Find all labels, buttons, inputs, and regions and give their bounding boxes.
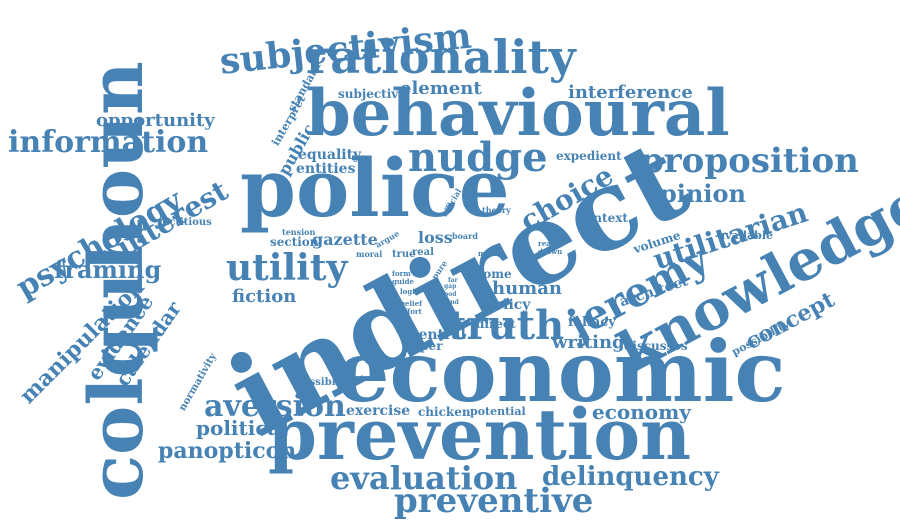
- word-form: form: [392, 269, 411, 278]
- word-section: section: [270, 235, 319, 249]
- word-hand: hand: [442, 299, 459, 306]
- word-nudge: nudge: [408, 134, 548, 181]
- word-preventive: preventive: [394, 481, 594, 521]
- word-discusses: discusses: [624, 339, 688, 353]
- word-framing: framing: [54, 255, 162, 284]
- word-tension: tension: [282, 227, 316, 237]
- word-guide: guide: [392, 277, 414, 286]
- word-interference: interference: [568, 82, 693, 103]
- word-exercise: exercise: [346, 403, 411, 419]
- word-good: good: [440, 291, 457, 298]
- word-available: available: [718, 229, 773, 242]
- word-paper: paper: [404, 339, 443, 353]
- word-panopticon: panopticon: [158, 438, 297, 464]
- word-fictitious: fictitious: [162, 217, 212, 228]
- word-economic: economic: [336, 322, 786, 421]
- word-moral: moral: [356, 249, 383, 259]
- word-aversion: aversion: [204, 389, 346, 424]
- word-information: information: [8, 125, 209, 160]
- word-writing: writing: [552, 332, 625, 353]
- word-economy: economy: [592, 400, 691, 424]
- word-reality: reality: [538, 239, 564, 248]
- word-fiction: fiction: [232, 286, 297, 307]
- word-entities: entities: [296, 161, 356, 177]
- word-possible: possible: [296, 377, 342, 388]
- word-element: element: [400, 78, 482, 99]
- word-chicken: chicken: [418, 405, 471, 419]
- word-prevention: prevention: [268, 393, 691, 476]
- word-potential: potential: [470, 405, 526, 418]
- word-fallacy: fallacy: [568, 315, 616, 330]
- word-opportunity: opportunity: [96, 110, 215, 131]
- word-model: model: [478, 249, 503, 258]
- word-context: context: [578, 211, 628, 225]
- word-expedient: expedient: [556, 149, 622, 163]
- word-behavioural: behavioural: [306, 76, 730, 151]
- word-policy: policy: [484, 297, 531, 313]
- word-police: police: [240, 141, 510, 235]
- word-central: central: [410, 327, 466, 343]
- word-effort: effort: [400, 307, 422, 316]
- word-utility: utility: [226, 247, 348, 289]
- word-direct: direct: [476, 317, 516, 331]
- word-human: human: [492, 278, 562, 299]
- word-truth: truth: [448, 302, 565, 349]
- word-far: far: [448, 277, 458, 284]
- word-proposition: proposition: [640, 141, 859, 181]
- word-theory: theory: [482, 205, 511, 215]
- word-delinquency: delinquency: [542, 462, 719, 492]
- word-opinion: opinion: [644, 179, 746, 208]
- word-drawn: drawn: [538, 247, 563, 256]
- word-political: political: [196, 416, 289, 440]
- word-gazette: gazette: [312, 230, 378, 249]
- word-board: board: [452, 231, 478, 241]
- word-belief: belief: [400, 299, 423, 308]
- word-evaluation: evaluation: [330, 459, 518, 497]
- word-true: true: [392, 249, 416, 260]
- word-gap: gap: [444, 283, 457, 290]
- word-rationality: rationality: [306, 30, 576, 84]
- word-equality: equality: [298, 147, 362, 163]
- word-real: real: [412, 247, 434, 258]
- word-come: come: [476, 267, 512, 281]
- word-logic: logic: [400, 287, 420, 296]
- word-loss: loss: [418, 228, 453, 247]
- word-subjective: subjective: [338, 87, 406, 101]
